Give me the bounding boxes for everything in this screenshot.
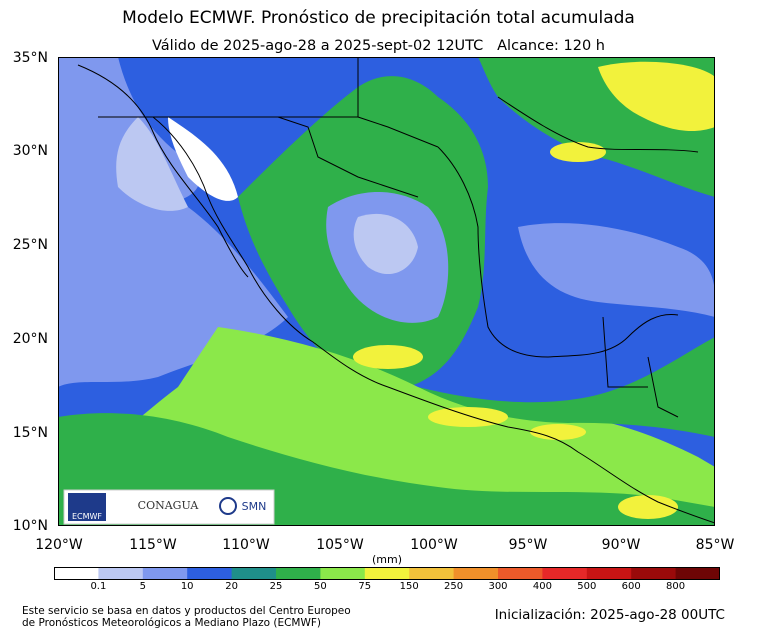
colorbar-tick-label: 250 [444,581,464,592]
colorbar-tick-label: 150 [399,581,419,592]
lat-label-10: 10°N [12,518,48,534]
init-time: Inicialización: 2025-ago-28 00UTC [494,607,725,623]
colorbar-tick-label: 5 [139,581,146,592]
colorbar-tick-label: 500 [577,581,597,592]
colorbar-tick-label: 20 [225,581,238,592]
colorbar-tick-label: 800 [666,581,686,592]
lat-label-30: 30°N [12,143,48,159]
colorbar-tick-label: 10 [180,581,194,592]
colorbar-segment [453,567,499,580]
colorbar-tick-label: 300 [488,581,508,592]
lat-label-20: 20°N [12,331,48,347]
colorbar [54,567,720,580]
colorbar-segment [98,567,144,580]
lon-label-100: 100°W [410,537,458,553]
smn-logo-text: SMN [242,500,267,513]
precipitation-map: ECMWF CONAGUA SMN [58,57,715,526]
source-note: Este servicio se basa en datos y product… [22,605,351,629]
precip-baja-verylight [116,117,188,211]
lon-label-90: 90°W [601,537,641,553]
colorbar-tick-label: 75 [358,581,372,592]
lat-label-35: 35°N [12,50,48,66]
colorbar-tick-label: 50 [314,581,327,592]
lon-label-95: 95°W [508,537,548,553]
colorbar-segment [542,567,588,580]
map-frame [58,57,715,526]
precip-us-yellow [598,61,715,132]
ecmwf-logo-text: ECMWF [72,512,102,521]
source-line-2: de Pronósticos Meteorológicos a Mediano … [22,617,321,629]
colorbar-unit: (mm) [372,553,403,566]
coastlines [77,57,715,524]
colorbar-segment [409,567,455,580]
precip-gulf-light [518,223,715,317]
precip-yellow-3 [530,424,586,440]
precip-yellow-1 [353,345,423,369]
colorbar-segment [142,567,188,580]
colorbar-segment [498,567,543,580]
colorbar-tick-label: 400 [532,581,552,592]
lon-label-115: 115°W [129,537,177,553]
lon-label-85: 85°W [695,537,735,553]
colorbar-segment [320,567,366,580]
precip-plateau-verylight [353,213,418,275]
colorbar-frame [54,567,720,580]
colorbar-segment [276,567,321,580]
colorbar-segment [586,567,632,580]
conagua-logo-text: CONAGUA [138,499,200,512]
lat-label-15: 15°N [12,425,48,441]
colorbar-segment [231,567,277,580]
colorbar-segment [187,567,233,580]
colorbar-segment [631,567,677,580]
ecmwf-logo [68,493,106,521]
lon-label-120: 120°W [35,537,83,553]
lon-label-110: 110°W [222,537,270,553]
lon-label-105: 105°W [316,537,364,553]
colorbar-tick-label: 0.1 [90,581,107,592]
precip-baja-dry [168,117,238,201]
precip-yellow-4 [618,495,678,519]
lat-label-25: 25°N [12,237,48,253]
colorbar-tick-label: 25 [269,581,283,592]
colorbar-segment [364,567,410,580]
colorbar-tick-label: 600 [621,581,641,592]
chart-title: Modelo ECMWF. Pronóstico de precipitació… [122,8,635,28]
logo-box: ECMWF CONAGUA SMN [63,489,275,525]
smn-logo-icon [219,497,237,515]
colorbar-segment [675,567,720,580]
colorbar-segment [54,567,99,580]
source-line-1: Este servicio se basa en datos y product… [22,605,351,617]
precip-us-yellow-2 [550,142,606,162]
chart-subtitle: Válido de 2025-ago-28 a 2025-sept-02 12U… [152,38,605,54]
